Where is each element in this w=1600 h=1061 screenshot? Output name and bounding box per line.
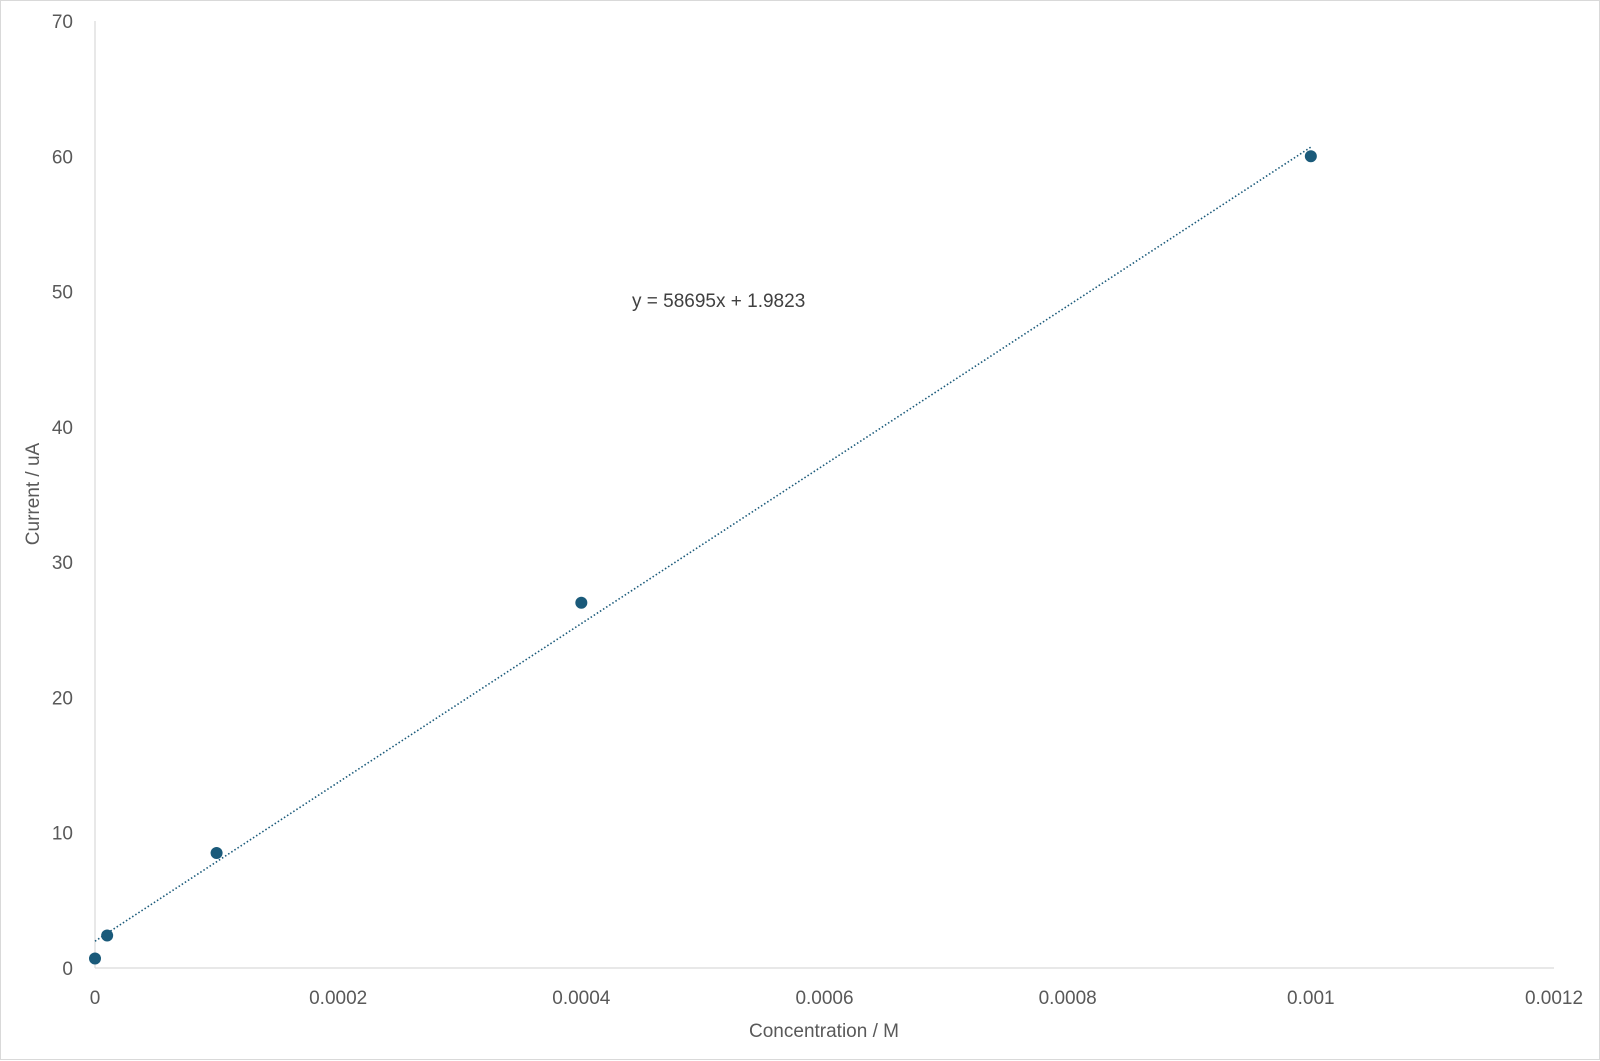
y-tick-label: 30 <box>52 553 73 574</box>
y-tick-label: 50 <box>52 283 73 304</box>
x-tick-label: 0.0006 <box>795 988 853 1009</box>
data-point <box>1304 150 1317 163</box>
x-axis-title: Concentration / M <box>749 1021 899 1042</box>
axes <box>94 21 1554 969</box>
x-tick-label: 0 <box>90 988 101 1009</box>
y-axis-title: Current / uA <box>23 442 44 545</box>
y-tick-label: 0 <box>62 959 73 980</box>
data-points <box>89 150 1317 965</box>
x-tick-label: 0.0012 <box>1525 988 1583 1009</box>
x-tick-label: 0.0002 <box>309 988 367 1009</box>
y-tick-label: 40 <box>52 418 73 439</box>
x-tick-label: 0.0008 <box>1039 988 1097 1009</box>
data-point <box>575 596 588 609</box>
trendline-equation: y = 58695x + 1.9823 <box>632 291 805 312</box>
y-tick-label: 20 <box>52 688 73 709</box>
y-tick-label: 70 <box>52 12 73 33</box>
data-point <box>89 952 101 965</box>
trendline <box>94 146 1312 942</box>
x-tick-label: 0.0004 <box>552 988 611 1009</box>
y-tick-label: 60 <box>52 147 73 168</box>
data-point <box>101 929 114 942</box>
trendline-layer <box>94 146 1312 942</box>
x-tick-label: 0.001 <box>1287 988 1335 1009</box>
tick-labels: 0 0.0002 0.0004 0.0006 0.0008 0.001 0.0012 0 10 2… <box>52 12 1583 1009</box>
y-tick-label: 10 <box>52 824 73 845</box>
data-point <box>210 847 223 860</box>
